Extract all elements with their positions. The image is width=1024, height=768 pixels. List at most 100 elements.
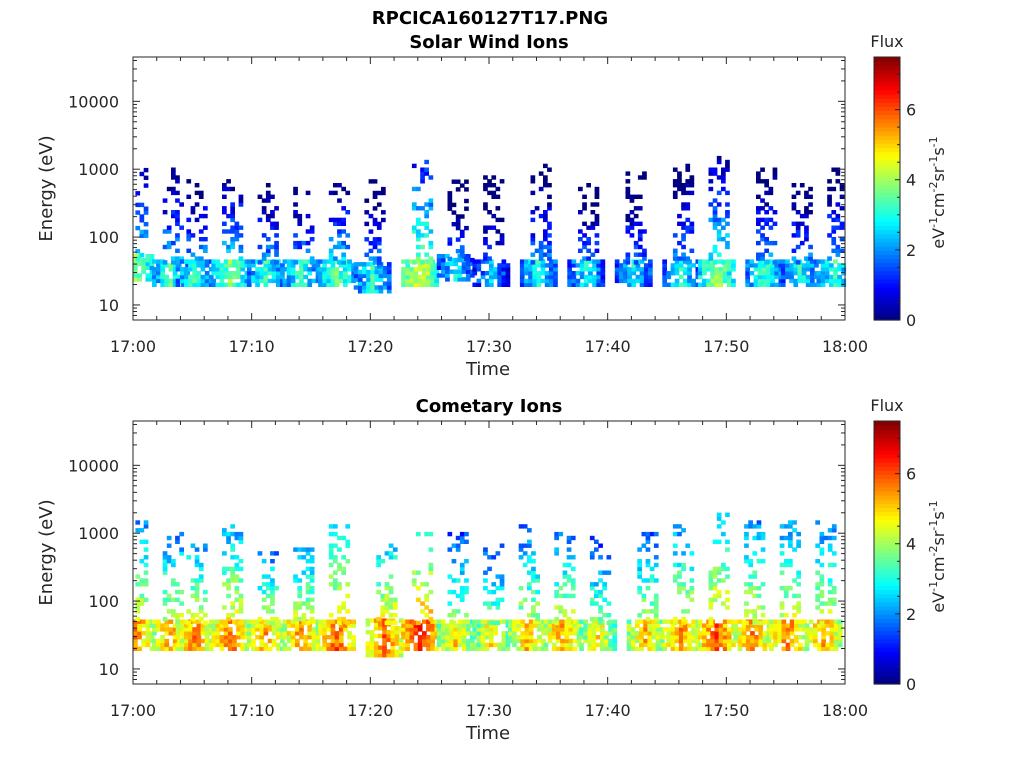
flux-cell [808,210,813,215]
flux-cell [270,597,275,602]
flux-cell [566,535,572,541]
flux-cell [536,259,542,264]
flux-cell [392,601,398,606]
flux-cell [556,646,561,651]
flux-cell [293,190,298,196]
flux-cell [451,543,457,548]
flux-cell [297,593,303,599]
flux-cell [579,627,584,632]
flux-cell [301,547,307,552]
colorbar-swatch [874,163,900,169]
flux-cell [758,627,764,632]
flux-cell [591,627,597,632]
x-tick-label: 17:50 [703,701,749,720]
flux-cell [543,163,548,169]
flux-cell [164,263,170,268]
flux-cell [541,623,546,628]
flux-cell [608,646,613,651]
flux-cell [538,213,544,219]
flux-cell [505,267,511,272]
flux-cell [457,257,463,263]
flux-cell [547,248,552,253]
flux-cell [651,619,657,624]
flux-cell [551,623,557,628]
flux-cell [135,225,141,231]
flux-cell [744,620,749,626]
flux-cell [706,282,711,287]
colorbar-swatch [874,192,900,198]
flux-cell [726,631,732,636]
flux-cell [203,225,208,230]
flux-cell [430,619,435,624]
flux-cell [203,244,208,250]
flux-cell [240,267,246,272]
flux-cell [378,645,383,650]
flux-cell [570,582,576,587]
flux-cell [819,589,825,595]
flux-cell [831,601,837,606]
flux-cell [181,635,186,640]
flux-cell [483,601,488,606]
flux-cell [677,562,682,568]
flux-cell [411,202,417,207]
flux-cell [745,259,750,264]
flux-cell [309,597,315,602]
flux-cell [685,593,691,599]
colorbar-swatch [874,507,900,513]
flux-cell [681,256,686,261]
flux-cell [793,259,799,264]
flux-cell [299,278,304,284]
flux-cell [778,271,784,276]
flux-cell [424,233,429,238]
flux-cell [328,543,334,548]
flux-cell [769,642,774,648]
flux-cell [556,635,561,640]
flux-cell [598,578,603,583]
flux-cell [722,619,728,624]
flux-cell [691,278,696,284]
flux-cell [326,635,332,640]
flux-cell [168,263,174,268]
flux-cell [141,269,146,274]
flux-cell [244,271,250,276]
flux-cell [837,619,843,624]
flux-cell [829,631,835,636]
flux-cell [417,259,423,264]
flux-cell [263,631,269,636]
flux-cell [334,267,340,272]
flux-cell [785,274,790,280]
flux-cell [483,175,488,180]
flux-cell [716,233,722,238]
flux-cell [651,642,657,648]
flux-cell [364,221,370,227]
flux-cell [554,616,559,622]
flux-cell [295,638,300,644]
flux-cell [386,637,392,643]
flux-cell [461,627,467,632]
flux-cell [541,631,546,636]
flux-cell [582,240,587,246]
colorbar-swatch [874,449,900,455]
flux-cell [196,642,202,648]
flux-cell [794,627,799,632]
flux-cell [744,613,749,618]
flux-cell [392,555,398,560]
flux-cell [808,202,813,207]
flux-cell [537,638,542,644]
flux-cell [543,631,549,636]
flux-cell [194,217,200,223]
flux-cell [519,274,525,280]
flux-cell [582,202,587,207]
flux-cell [691,627,696,632]
flux-cell [455,187,461,192]
flux-cell [190,593,196,599]
flux-cell [226,531,231,537]
flux-cell [309,555,315,560]
flux-cell [451,589,457,595]
flux-cell [802,619,807,624]
flux-cell [184,635,189,640]
flux-cell [382,285,388,290]
flux-cell [520,638,526,644]
flux-cell [604,646,609,651]
flux-cell [781,631,787,636]
